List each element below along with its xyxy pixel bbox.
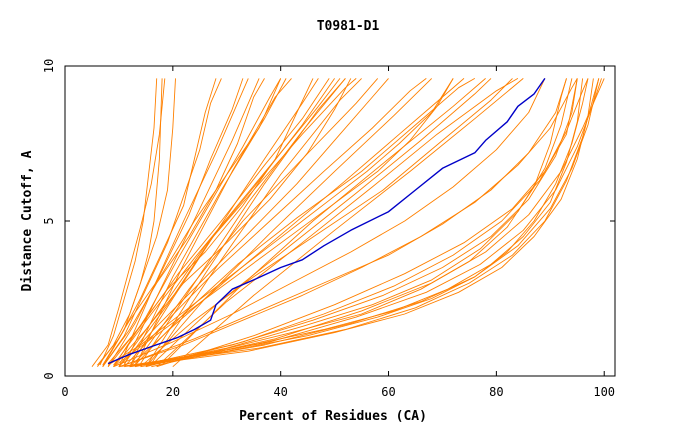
x-tick-label: 80	[489, 385, 503, 399]
model-curve-14	[107, 78, 244, 367]
x-tick-label: 60	[381, 385, 395, 399]
model-curve-50	[113, 78, 454, 368]
y-tick-label: 10	[42, 59, 56, 73]
model-curve-27	[140, 78, 346, 364]
model-curve-32	[150, 78, 362, 364]
model-curve-29	[161, 78, 486, 366]
model-curve-23	[150, 78, 492, 366]
model-curve-34	[118, 78, 589, 368]
x-axis-label: Percent of Residues (CA)	[239, 409, 427, 424]
model-curve-24	[118, 78, 249, 367]
model-curve-18	[113, 78, 282, 367]
x-tick-label: 40	[273, 385, 287, 399]
model-curve-49	[107, 78, 454, 366]
y-tick-label: 5	[42, 217, 56, 224]
model-curve-16	[134, 78, 476, 366]
model-curve-52	[91, 78, 166, 367]
model-curve-11	[123, 78, 427, 368]
model-curve-42	[135, 78, 573, 368]
model-curve-26	[129, 78, 287, 367]
model-curve-20	[129, 78, 319, 367]
model-curve-9	[118, 78, 389, 368]
model-curve-48	[113, 78, 546, 368]
chart-title: T0981-D1	[317, 19, 380, 34]
model-curve-28	[156, 78, 519, 368]
model-curve-51	[99, 78, 158, 366]
model-curve-30	[134, 78, 292, 367]
plot-curves	[91, 77, 605, 368]
model-curve-8	[107, 78, 330, 364]
model-curve-15	[118, 78, 357, 367]
model-curve-1	[97, 78, 163, 367]
model-curve-5	[107, 78, 314, 367]
y-axis-label: Distance Cutoff, A	[20, 150, 35, 291]
x-tick-label: 100	[593, 385, 615, 399]
model-curve-33	[172, 78, 524, 368]
model-curve-6	[113, 78, 352, 367]
model-curve-13	[102, 78, 222, 367]
model-curve-4	[102, 78, 265, 367]
model-curve-25	[123, 78, 260, 366]
y-axis-ticks: 0 5 10	[42, 59, 615, 380]
model-curve-35	[124, 78, 584, 368]
model-curve-10	[113, 78, 341, 366]
x-tick-label: 20	[166, 385, 180, 399]
x-tick-label: 0	[61, 385, 68, 399]
highlight-curve	[107, 77, 546, 365]
model-curve-21	[134, 78, 379, 364]
model-curve-47	[124, 78, 567, 366]
y-tick-label: 0	[42, 372, 56, 379]
model-curve-31	[145, 78, 346, 367]
model-curve-41	[129, 78, 567, 368]
model-curve-40	[151, 78, 605, 368]
model-curve-44	[145, 78, 578, 368]
model-curve-43	[140, 78, 578, 366]
x-axis-ticks: 0 20 40 60 80 100	[61, 66, 615, 399]
model-curve-38	[140, 78, 600, 368]
model-curve-22	[145, 78, 433, 367]
model-curve-39	[145, 78, 602, 366]
model-curve-17	[140, 78, 513, 368]
model-curve-45	[156, 78, 589, 368]
